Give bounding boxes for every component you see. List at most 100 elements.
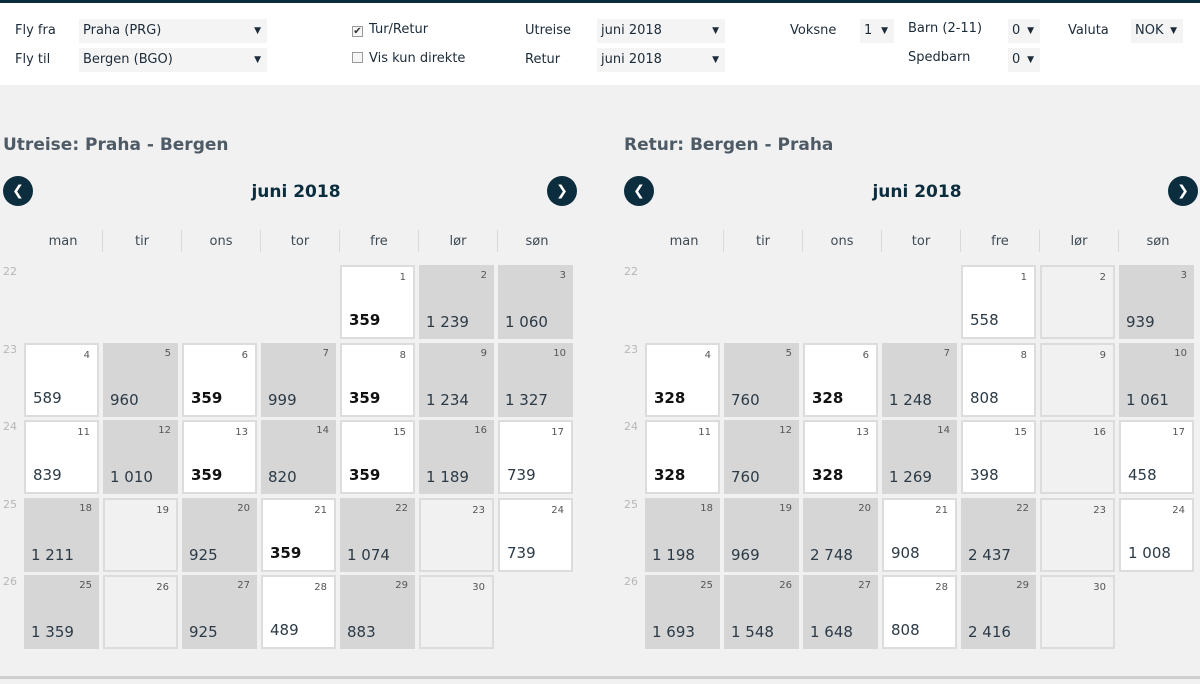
outbound-next-month-button[interactable]: ❯ bbox=[547, 176, 577, 206]
return-day-cell[interactable]: 27 1 648 bbox=[803, 575, 878, 649]
outbound-day-cell[interactable]: 21 359 bbox=[261, 497, 336, 572]
direct-only-checkbox[interactable]: Vis kun direkte bbox=[352, 51, 465, 66]
outbound-weekday-5: lør bbox=[449, 234, 467, 249]
return-calendar-title: Retur: Bergen - Praha bbox=[624, 135, 834, 155]
outbound-day-cell[interactable]: 17 739 bbox=[498, 420, 573, 494]
return-weekday-2: ons bbox=[830, 234, 854, 249]
return-day-cell[interactable]: 25 1 693 bbox=[645, 575, 720, 649]
chevron-down-icon: ▼ bbox=[1170, 26, 1177, 36]
return-week-number: 26 bbox=[624, 575, 638, 588]
return-day-cell[interactable]: 10 1 061 bbox=[1119, 342, 1194, 417]
day-number: 29 bbox=[1016, 580, 1029, 591]
return-day-cell[interactable]: 13 328 bbox=[803, 420, 878, 494]
day-number: 11 bbox=[77, 427, 90, 438]
chevron-down-icon: ▼ bbox=[254, 55, 261, 65]
chevron-down-icon: ▼ bbox=[881, 26, 888, 36]
from-select[interactable]: Praha (PRG) ▼ bbox=[79, 19, 267, 43]
return-day-cell[interactable]: 6 328 bbox=[803, 342, 878, 417]
return-day-cell[interactable]: 24 1 008 bbox=[1119, 497, 1194, 572]
return-day-cell[interactable]: 3 939 bbox=[1119, 265, 1194, 339]
outbound-day-cell[interactable]: 29 883 bbox=[340, 575, 415, 649]
return-day-cell[interactable]: 22 2 437 bbox=[961, 497, 1036, 572]
return-day-cell[interactable]: 7 1 248 bbox=[882, 342, 957, 417]
outbound-prev-month-button[interactable]: ❮ bbox=[3, 176, 33, 206]
outbound-day-cell[interactable]: 27 925 bbox=[182, 575, 257, 649]
outbound-day-cell[interactable]: 3 1 060 bbox=[498, 265, 573, 339]
top-border bbox=[0, 0, 1200, 3]
infants-select[interactable]: 0 ▼ bbox=[1008, 48, 1040, 72]
roundtrip-label: Tur/Retur bbox=[369, 22, 429, 37]
chevron-left-icon: ❮ bbox=[633, 183, 645, 199]
return-label: Retur bbox=[525, 52, 561, 67]
return-day-cell[interactable]: 19 969 bbox=[724, 497, 799, 572]
day-price: 398 bbox=[970, 466, 999, 484]
outbound-day-cell[interactable]: 14 820 bbox=[261, 420, 336, 494]
return-day-cell[interactable]: 28 808 bbox=[882, 575, 957, 649]
children-select[interactable]: 0 ▼ bbox=[1008, 19, 1040, 43]
return-week-number: 24 bbox=[624, 420, 638, 433]
outbound-day-cell[interactable]: 1 359 bbox=[340, 265, 415, 339]
return-day-cell[interactable]: 4 328 bbox=[645, 342, 720, 417]
return-day-cell[interactable]: 5 760 bbox=[724, 342, 799, 417]
return-day-cell[interactable]: 11 328 bbox=[645, 420, 720, 494]
outbound-day-cell[interactable]: 4 589 bbox=[24, 342, 99, 417]
direct-only-label: Vis kun direkte bbox=[369, 51, 466, 66]
return-month-select[interactable]: juni 2018 ▼ bbox=[597, 48, 725, 72]
day-number: 22 bbox=[1016, 502, 1029, 514]
return-day-cell[interactable]: 20 2 748 bbox=[803, 497, 878, 572]
weekday-divider bbox=[1118, 230, 1119, 252]
outbound-day-cell[interactable]: 7 999 bbox=[261, 342, 336, 417]
outbound-day-cell[interactable]: 18 1 211 bbox=[24, 497, 99, 572]
outbound-day-cell[interactable]: 24 739 bbox=[498, 497, 573, 572]
outbound-day-cell[interactable]: 16 1 189 bbox=[419, 420, 494, 494]
outbound-month-select[interactable]: juni 2018 ▼ bbox=[597, 19, 725, 43]
return-day-cell[interactable]: 8 808 bbox=[961, 342, 1036, 417]
outbound-day-cell[interactable]: 25 1 359 bbox=[24, 575, 99, 649]
outbound-day-cell[interactable]: 10 1 327 bbox=[498, 342, 573, 417]
roundtrip-checkbox[interactable]: ✔ Tur/Retur bbox=[352, 22, 428, 37]
return-day-cell[interactable]: 17 458 bbox=[1119, 420, 1194, 494]
return-day-cell[interactable]: 29 2 416 bbox=[961, 575, 1036, 649]
day-price: 1 010 bbox=[110, 468, 153, 486]
return-day-cell[interactable]: 12 760 bbox=[724, 420, 799, 494]
outbound-day-cell[interactable]: 6 359 bbox=[182, 342, 257, 417]
day-price: 359 bbox=[191, 388, 223, 407]
outbound-day-cell[interactable]: 20 925 bbox=[182, 497, 257, 572]
currency-select[interactable]: NOK ▼ bbox=[1131, 19, 1183, 43]
outbound-day-cell[interactable]: 13 359 bbox=[182, 420, 257, 494]
outbound-day-cell[interactable]: 15 359 bbox=[340, 420, 415, 494]
return-day-cell[interactable]: 15 398 bbox=[961, 420, 1036, 494]
to-select[interactable]: Bergen (BGO) ▼ bbox=[79, 48, 267, 72]
return-next-month-button[interactable]: ❯ bbox=[1168, 176, 1198, 206]
day-price: 359 bbox=[349, 388, 381, 407]
return-day-cell[interactable]: 21 908 bbox=[882, 497, 957, 572]
return-day-cell[interactable]: 18 1 198 bbox=[645, 497, 720, 572]
day-number: 15 bbox=[1014, 427, 1027, 438]
return-week-number: 25 bbox=[624, 497, 638, 511]
outbound-month-value: juni 2018 bbox=[601, 23, 662, 38]
day-number: 5 bbox=[785, 347, 792, 359]
adults-select[interactable]: 1 ▼ bbox=[860, 19, 894, 43]
day-number: 26 bbox=[156, 582, 169, 593]
day-number: 18 bbox=[79, 502, 92, 514]
outbound-day-cell[interactable]: 9 1 234 bbox=[419, 342, 494, 417]
outbound-day-cell[interactable]: 8 359 bbox=[340, 342, 415, 417]
day-price: 1 327 bbox=[505, 390, 548, 409]
return-day-cell[interactable]: 26 1 548 bbox=[724, 575, 799, 649]
currency-value: NOK bbox=[1135, 23, 1164, 38]
day-price: 969 bbox=[731, 545, 760, 564]
return-prev-month-button[interactable]: ❮ bbox=[624, 176, 654, 206]
infants-label: Spedbarn bbox=[908, 50, 971, 65]
outbound-day-cell[interactable]: 2 1 239 bbox=[419, 265, 494, 339]
outbound-day-cell[interactable]: 11 839 bbox=[24, 420, 99, 494]
day-price: 808 bbox=[970, 388, 999, 407]
day-number: 16 bbox=[1093, 427, 1106, 438]
return-day-cell[interactable]: 14 1 269 bbox=[882, 420, 957, 494]
outbound-day-cell[interactable]: 28 489 bbox=[261, 575, 336, 649]
outbound-day-cell[interactable]: 12 1 010 bbox=[103, 420, 178, 494]
outbound-day-cell[interactable]: 22 1 074 bbox=[340, 497, 415, 572]
return-day-cell[interactable]: 1 558 bbox=[961, 265, 1036, 339]
day-price: 1 189 bbox=[426, 468, 469, 486]
outbound-day-cell[interactable]: 5 960 bbox=[103, 342, 178, 417]
day-price: 328 bbox=[812, 388, 844, 407]
